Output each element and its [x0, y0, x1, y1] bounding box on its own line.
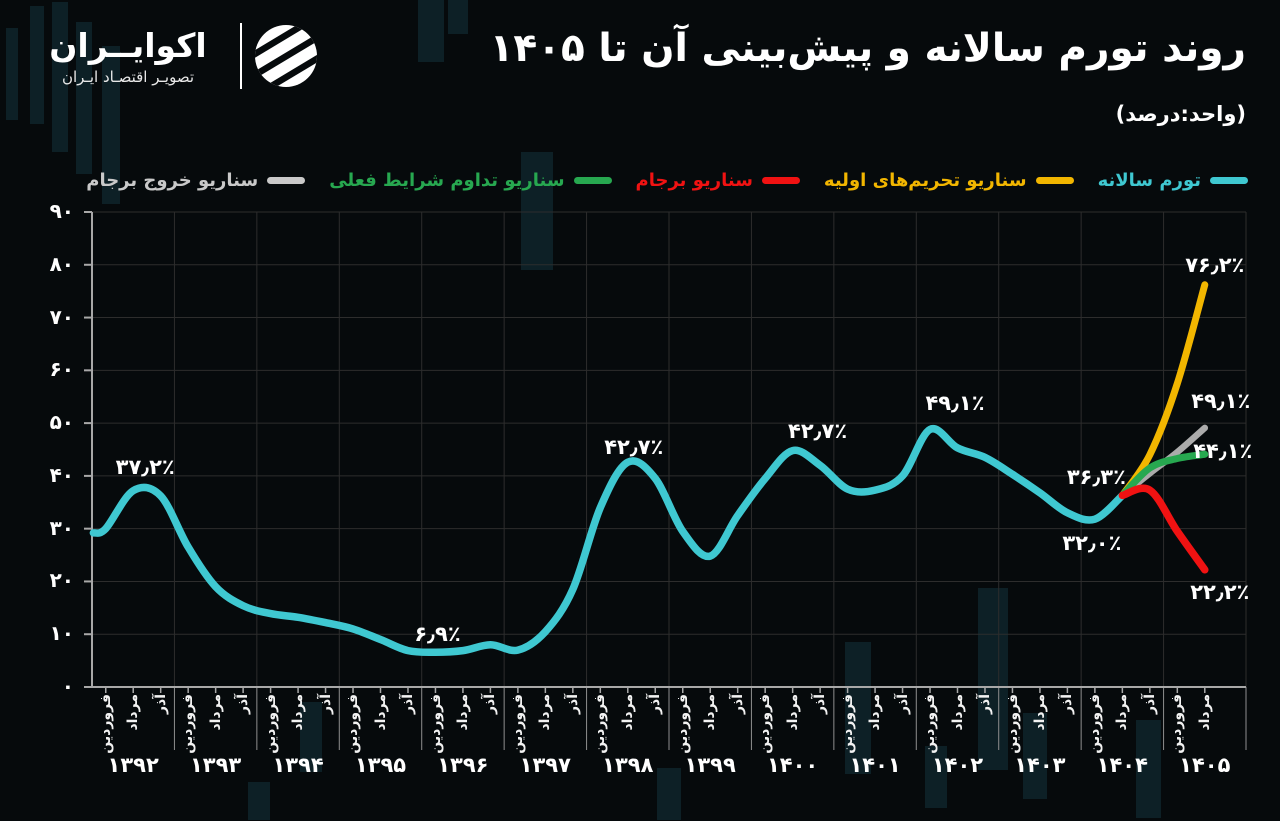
- brand-text: اکوایــران تصویـر اقتصـاد ایـران: [26, 26, 230, 86]
- brand-tagline: تصویـر اقتصـاد ایـران: [61, 68, 195, 86]
- brand-divider: [240, 23, 242, 89]
- legend: تورم سالانه سناریو تحریم‌های اولیه سناریو …: [86, 170, 1248, 191]
- unit-note: (واحد:درصد): [1115, 102, 1246, 126]
- ecoiran-logo-icon: [255, 25, 317, 87]
- chart-title: روند تورم سالانه و پیش‌بینی آن تا ۱۴۰۵: [489, 26, 1246, 71]
- series-line-0: [89, 425, 1127, 656]
- legend-label: سناریو تداوم شرایط فعلی: [329, 170, 565, 191]
- legend-label: تورم سالانه: [1097, 170, 1201, 191]
- legend-dash-icon: [573, 177, 612, 184]
- legend-dash-icon: [761, 177, 800, 184]
- legend-item-0: تورم سالانه: [1098, 170, 1248, 191]
- brand-block: اکوایــران تصویـر اقتصـاد ایـران: [26, 22, 320, 90]
- legend-dash-icon: [1035, 177, 1074, 184]
- legend-label: سناریو برجام: [635, 170, 753, 191]
- legend-dash-icon: [1210, 177, 1248, 184]
- legend-label: سناریو تحریم‌های اولیه: [823, 170, 1027, 191]
- brand-name: اکوایــران: [49, 26, 207, 65]
- legend-item-3: سناریو تداوم شرایط فعلی: [329, 170, 612, 191]
- series-line-3: [1118, 450, 1209, 499]
- legend-item-1: سناریو تحریم‌های اولیه: [824, 170, 1074, 191]
- legend-item-4: سناریو خروج برجام: [86, 170, 306, 191]
- legend-label: سناریو خروج برجام: [86, 170, 259, 191]
- legend-item-2: سناریو برجام: [636, 170, 800, 191]
- series-line-4: [1118, 484, 1209, 574]
- legend-dash-icon: [267, 177, 306, 184]
